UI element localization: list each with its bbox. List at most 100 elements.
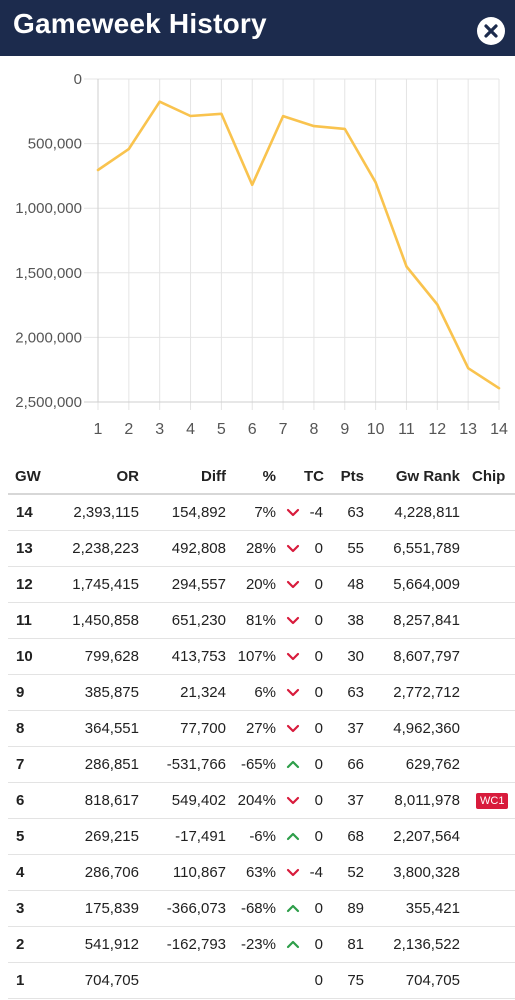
- table-row[interactable]: 1 704,705 0 75 704,705: [8, 963, 515, 999]
- data-point: [281, 114, 285, 118]
- row-gw: 9: [16, 684, 25, 701]
- row-gw: 12: [16, 576, 33, 593]
- arrow-placeholder: [284, 963, 302, 998]
- row-transfer-cost: 0: [314, 828, 323, 845]
- row-gw-rank: 4,228,811: [394, 504, 460, 521]
- gameweek-table: GW OR Diff % TC Pts Gw Rank Chip 14 2,393…: [8, 459, 515, 999]
- row-overall-rank: 541,912: [84, 936, 139, 953]
- data-point: [404, 264, 408, 268]
- row-gw: 10: [16, 648, 33, 665]
- row-diff: 110,867: [172, 864, 226, 881]
- table-row[interactable]: 6 818,617 549,402 204% 0 37 8,011,978 WC1: [8, 783, 515, 819]
- row-diff: -531,766: [166, 756, 226, 773]
- row-overall-rank: 286,851: [84, 756, 139, 773]
- table-row[interactable]: 13 2,238,223 492,808 28% 0 55 6,551,789: [8, 531, 515, 567]
- x-tick-label: 12: [428, 421, 446, 438]
- row-gw: 7: [16, 756, 25, 773]
- row-gw: 5: [16, 828, 25, 845]
- rank-history-chart: 0 500,000 1,000,000 1,500,000 2,000,000 2,500…: [0, 56, 515, 441]
- row-overall-rank: 175,839: [84, 900, 139, 917]
- arrow-down-icon: [284, 639, 302, 674]
- row-gw-rank: 5,664,009: [393, 576, 460, 593]
- arrow-up-icon: [284, 891, 302, 926]
- table-row[interactable]: 7 286,851 -531,766 -65% 0 66 629,762: [8, 747, 515, 783]
- row-diff: 21,324: [180, 684, 226, 701]
- row-chip: [472, 531, 512, 566]
- row-gw-rank: 3,800,328: [393, 864, 460, 881]
- row-percent: 28%: [245, 540, 276, 557]
- table-row[interactable]: 5 269,215 -17,491 -6% 0 68 2,207,564: [8, 819, 515, 855]
- arrow-up-icon: [284, 927, 302, 962]
- x-tick-label: 4: [186, 421, 195, 438]
- row-overall-rank: 385,875: [84, 684, 139, 701]
- row-overall-rank: 799,628: [84, 648, 139, 665]
- row-chip: [472, 891, 512, 926]
- row-transfer-cost: 0: [314, 936, 323, 953]
- table-row[interactable]: 14 2,393,115 154,892 7% -4 63 4,228,811: [8, 495, 515, 531]
- header-tc: TC: [304, 467, 324, 485]
- arrow-down-icon: [284, 711, 302, 746]
- arrow-up-icon: [284, 747, 302, 782]
- row-gw: 13: [16, 540, 33, 557]
- data-point: [158, 100, 162, 104]
- row-percent: -68%: [240, 900, 276, 917]
- data-point: [219, 112, 223, 116]
- table-row[interactable]: 9 385,875 21,324 6% 0 63 2,772,712: [8, 675, 515, 711]
- row-transfer-cost: 0: [314, 792, 323, 809]
- table-header-row: GW OR Diff % TC Pts Gw Rank Chip: [8, 459, 515, 495]
- table-row[interactable]: 11 1,450,858 651,230 81% 0 38 8,257,841: [8, 603, 515, 639]
- row-transfer-cost: 0: [314, 684, 323, 701]
- row-overall-rank: 1,450,858: [72, 612, 139, 629]
- row-points: 48: [347, 576, 364, 593]
- row-overall-rank: 286,706: [84, 864, 139, 881]
- row-overall-rank: 364,551: [84, 720, 139, 737]
- header-gw-rank: Gw Rank: [395, 467, 460, 485]
- row-gw: 11: [16, 612, 32, 629]
- row-points: 37: [347, 792, 364, 809]
- row-percent: 6%: [254, 684, 276, 701]
- table-body: 14 2,393,115 154,892 7% -4 63 4,228,811 13 2,238…: [8, 495, 515, 999]
- table-row[interactable]: 10 799,628 413,753 107% 0 30 8,607,797: [8, 639, 515, 675]
- arrow-up-icon: [284, 819, 302, 854]
- row-diff: 294,557: [171, 576, 226, 593]
- arrow-down-icon: [284, 531, 302, 566]
- row-points: 89: [347, 900, 364, 917]
- row-gw-rank: 629,762: [405, 756, 460, 773]
- table-row[interactable]: 8 364,551 77,700 27% 0 37 4,962,360: [8, 711, 515, 747]
- row-transfer-cost: -4: [309, 504, 323, 521]
- header-or: OR: [116, 467, 140, 485]
- x-tick-label: 2: [124, 421, 133, 438]
- row-chip: [472, 567, 512, 602]
- row-points: 37: [347, 720, 364, 737]
- row-percent: 81%: [245, 612, 276, 629]
- arrow-down-icon: [284, 495, 302, 530]
- close-button[interactable]: [477, 17, 505, 45]
- row-percent: 7%: [254, 504, 276, 521]
- row-gw: 1: [16, 972, 25, 989]
- row-gw-rank: 704,705: [405, 972, 460, 989]
- arrow-down-icon: [284, 603, 302, 638]
- row-chip: WC1: [472, 783, 512, 818]
- row-chip: [472, 495, 512, 530]
- row-gw: 6: [16, 792, 25, 809]
- data-point: [497, 386, 501, 390]
- row-gw-rank: 2,772,712: [393, 684, 460, 701]
- data-point: [250, 183, 254, 187]
- row-gw-rank: 8,011,978: [394, 792, 460, 809]
- row-points: 52: [347, 864, 364, 881]
- row-diff: 549,402: [171, 792, 226, 809]
- row-points: 66: [347, 756, 364, 773]
- row-points: 30: [347, 648, 364, 665]
- arrow-down-icon: [284, 855, 302, 890]
- row-percent: -6%: [249, 828, 276, 845]
- y-tick-label: 2,000,000: [15, 329, 82, 346]
- table-row[interactable]: 3 175,839 -366,073 -68% 0 89 355,421: [8, 891, 515, 927]
- table-row[interactable]: 4 286,706 110,867 63% -4 52 3,800,328: [8, 855, 515, 891]
- row-percent: 63%: [245, 864, 276, 881]
- row-transfer-cost: 0: [314, 648, 323, 665]
- table-row[interactable]: 12 1,745,415 294,557 20% 0 48 5,664,009: [8, 567, 515, 603]
- row-overall-rank: 818,617: [84, 792, 139, 809]
- row-points: 55: [347, 540, 364, 557]
- table-row[interactable]: 2 541,912 -162,793 -23% 0 81 2,136,522: [8, 927, 515, 963]
- x-tick-label: 9: [340, 421, 349, 438]
